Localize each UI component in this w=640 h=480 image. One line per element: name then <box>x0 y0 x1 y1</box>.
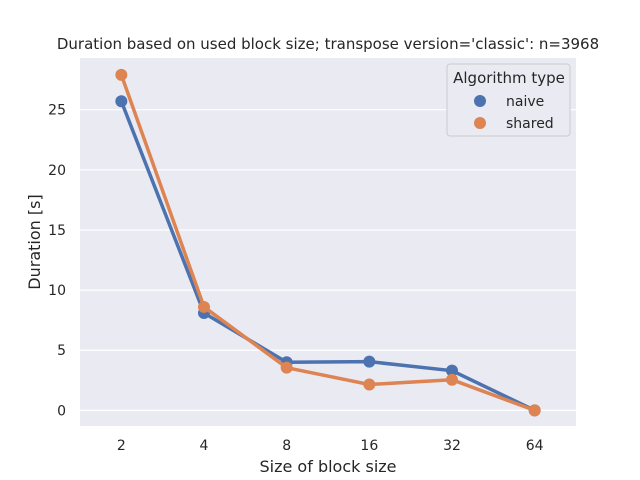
data-point-shared <box>363 378 376 391</box>
y-tick-label: 0 <box>57 403 66 419</box>
legend-label-shared: shared <box>506 116 554 132</box>
x-tick-label: 2 <box>117 438 126 454</box>
data-point-shared <box>446 373 458 386</box>
y-tick-label: 25 <box>48 103 66 119</box>
data-point-naive <box>115 95 128 108</box>
data-point-shared <box>198 300 210 313</box>
x-tick-label: 32 <box>443 438 461 454</box>
legend-marker-shared <box>474 117 486 129</box>
series-line-naive <box>119 99 537 413</box>
y-axis-label: Duration [s] <box>25 194 44 289</box>
x-tick-label: 64 <box>526 438 544 454</box>
series-shared <box>115 68 541 417</box>
x-tick-labels: 2 4 8 16 32 64 <box>117 438 544 454</box>
y-tick-label: 10 <box>48 283 66 299</box>
data-point-naive <box>446 364 458 377</box>
series-layer <box>115 68 541 417</box>
y-tick-labels: 0 5 10 15 20 25 <box>48 103 66 420</box>
legend-label-naive: naive <box>506 94 544 110</box>
data-point-naive <box>363 355 376 368</box>
legend-marker-naive <box>474 95 486 107</box>
series-line-shared <box>119 73 537 413</box>
chart-title: Duration based on used block size; trans… <box>57 35 599 53</box>
legend-title: Algorithm type <box>453 69 565 87</box>
x-axis-label: Size of block size <box>260 457 397 476</box>
data-point-shared <box>115 68 128 81</box>
x-tick-label: 8 <box>282 438 291 454</box>
legend: Algorithm type naive shared <box>446 63 571 137</box>
y-tick-label: 5 <box>57 343 66 359</box>
y-tick-label: 15 <box>48 223 66 239</box>
data-point-shared <box>528 404 541 417</box>
x-tick-label: 4 <box>200 438 209 454</box>
data-point-shared <box>280 361 293 374</box>
y-tick-label: 20 <box>48 163 66 179</box>
x-tick-label: 16 <box>360 438 378 454</box>
